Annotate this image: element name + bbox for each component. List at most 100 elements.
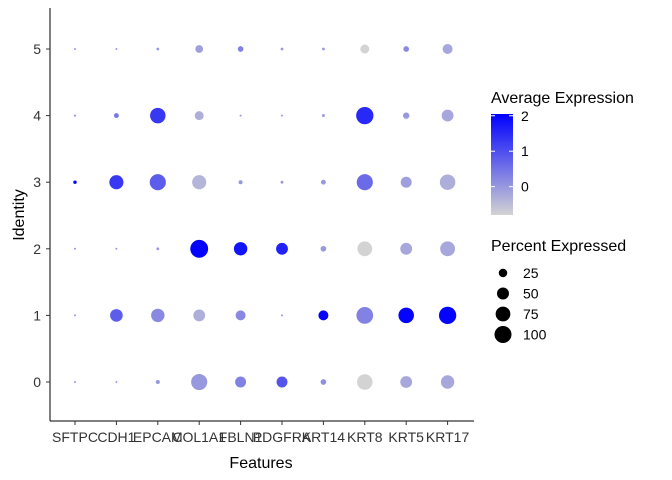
dot-CDH1-2 [115, 247, 118, 250]
dot-COL1A1-5 [195, 45, 204, 53]
dot-KRT14-3 [320, 179, 326, 185]
size-legend-label: 100 [523, 327, 547, 343]
dot-KRT14-5 [321, 47, 325, 51]
x-tick-label: KRT8 [347, 429, 383, 445]
x-tick-label: CDH1 [97, 429, 135, 445]
dot-CDH1-4 [113, 113, 119, 119]
dot-COL1A1-0 [191, 373, 208, 391]
size-legend-dot [496, 287, 510, 300]
size-legend-dot [494, 326, 512, 343]
size-legend-label: 50 [523, 286, 539, 302]
y-tick-label: 0 [33, 374, 41, 390]
dot-COL1A1-1 [193, 309, 206, 322]
dot-EPCAM-0 [155, 380, 160, 384]
x-tick-label: KRT14 [302, 429, 346, 445]
y-ticks: 0 1 2 3 4 5 [33, 41, 50, 390]
color-legend-ticks: 0 1 2 [491, 108, 529, 195]
dot-FBLN1-1 [235, 310, 246, 321]
dot-PDGFRA-5 [280, 47, 284, 51]
y-tick-label: 4 [33, 108, 41, 124]
dot-KRT17-5 [442, 44, 453, 54]
dot-FBLN1-2 [233, 242, 248, 256]
dot-CDH1-5 [115, 48, 118, 50]
dot-KRT14-1 [318, 310, 329, 321]
dot-KRT17-0 [440, 375, 455, 389]
x-tick-label: COL1A1 [172, 429, 226, 445]
dot-SFTPC-3 [73, 180, 77, 184]
dot-KRT14-4 [321, 114, 325, 118]
dot-SFTPC-2 [74, 247, 76, 250]
color-legend-label: 2 [521, 108, 529, 124]
y-axis-title: Identity [11, 189, 28, 241]
dot-KRT5-4 [403, 112, 410, 119]
dot-KRT5-5 [403, 46, 410, 52]
dot-EPCAM-5 [156, 47, 160, 51]
x-tick-label: FBLN1 [219, 429, 263, 445]
x-tick-label: EPCAM [133, 429, 183, 445]
size-legend: Percent Expressed 25 50 75 100 [491, 238, 626, 343]
y-tick-label: 1 [33, 307, 41, 323]
dot-SFTPC-4 [74, 114, 76, 117]
dot-KRT8-4 [356, 106, 374, 125]
dot-PDGFRA-4 [281, 114, 283, 117]
x-axis-title: Features [229, 455, 292, 472]
y-tick-label: 5 [33, 41, 41, 57]
dot-CDH1-0 [115, 381, 118, 383]
size-legend-label: 25 [523, 265, 539, 281]
size-legend-dot [495, 306, 511, 322]
color-legend-bar [491, 114, 513, 215]
size-legend-dot [498, 268, 508, 278]
dot-KRT14-2 [320, 245, 327, 252]
dot-FBLN1-0 [235, 376, 247, 388]
dot-CDH1-3 [109, 175, 124, 190]
dot-KRT5-1 [398, 307, 414, 324]
y-tick-label: 2 [33, 241, 41, 257]
dot-PDGFRA-1 [281, 314, 283, 317]
dot-KRT8-0 [357, 374, 373, 390]
dot-PDGFRA-0 [276, 376, 288, 388]
color-legend-label: 0 [521, 179, 529, 195]
dot-FBLN1-5 [237, 46, 244, 52]
points-layer [73, 44, 457, 391]
dot-KRT17-3 [439, 174, 456, 190]
dot-SFTPC-1 [74, 314, 76, 317]
dot-PDGFRA-3 [280, 180, 284, 184]
dot-KRT8-5 [360, 44, 370, 54]
dot-KRT8-2 [357, 241, 373, 257]
dot-EPCAM-1 [151, 308, 165, 323]
dot-KRT5-0 [400, 376, 413, 388]
color-legend: Average Expression 0 1 2 [491, 90, 634, 215]
dot-KRT5-2 [400, 242, 413, 255]
dot-KRT14-0 [320, 379, 327, 385]
dot-KRT8-1 [356, 307, 374, 324]
color-legend-label: 1 [521, 143, 529, 159]
dot-COL1A1-3 [192, 175, 207, 190]
dot-SFTPC-0 [74, 381, 76, 383]
dot-SFTPC-5 [74, 48, 76, 50]
x-tick-label: KRT5 [388, 429, 424, 445]
dot-FBLN1-4 [239, 114, 242, 117]
x-tick-label: SFTPC [52, 429, 98, 445]
dot-COL1A1-4 [194, 111, 204, 121]
dot-FBLN1-3 [238, 180, 243, 185]
x-tick-label: PDGFRA [253, 429, 312, 445]
size-legend-items: 25 50 75 100 [494, 265, 547, 343]
dot-COL1A1-2 [190, 239, 209, 258]
y-tick-label: 3 [33, 174, 41, 190]
dot-EPCAM-4 [150, 107, 166, 124]
dot-EPCAM-2 [156, 247, 160, 251]
dot-PDGFRA-2 [276, 242, 288, 255]
dot-KRT17-2 [440, 241, 456, 257]
dot-EPCAM-3 [149, 174, 166, 191]
dot-KRT17-1 [438, 306, 457, 325]
color-legend-title: Average Expression [491, 90, 634, 107]
x-tick-label: KRT17 [426, 429, 470, 445]
dot-KRT17-4 [441, 109, 454, 122]
size-legend-label: 75 [523, 306, 539, 322]
dot-KRT8-3 [356, 174, 373, 191]
dot-CDH1-1 [110, 309, 123, 322]
dot-KRT5-3 [400, 176, 412, 188]
size-legend-title: Percent Expressed [491, 238, 626, 255]
